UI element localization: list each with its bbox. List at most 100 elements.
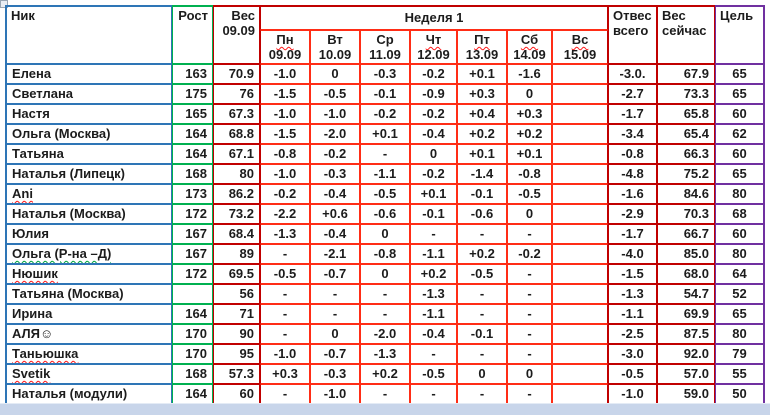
cell-day-2[interactable]: -1.0	[310, 104, 360, 124]
cell-day-6[interactable]: +0.3	[507, 104, 552, 124]
cell-goal[interactable]: 65	[715, 304, 765, 324]
cell-current-weight[interactable]: 68.0	[657, 264, 715, 284]
cell-current-weight[interactable]: 73.3	[657, 84, 715, 104]
cell-height[interactable]: 164	[172, 144, 213, 164]
cell-day-3[interactable]: -	[360, 144, 410, 164]
cell-start-weight[interactable]: 68.4	[213, 224, 260, 244]
cell-current-weight[interactable]: 54.7	[657, 284, 715, 304]
cell-total-loss[interactable]: -1.0	[608, 384, 657, 405]
cell-nick[interactable]: Елена	[5, 64, 172, 84]
cell-total-loss[interactable]: -3.0	[608, 344, 657, 364]
cell-day-5[interactable]: -0.1	[457, 184, 507, 204]
cell-nick[interactable]: Ольга (Москва)	[5, 124, 172, 144]
cell-day-7[interactable]	[552, 144, 608, 164]
cell-day-3[interactable]: -2.0	[360, 324, 410, 344]
cell-current-weight[interactable]: 67.9	[657, 64, 715, 84]
day-header-2[interactable]: Вт 10.09	[310, 30, 360, 64]
cell-day-3[interactable]: 0	[360, 264, 410, 284]
cell-day-4[interactable]: -	[410, 224, 457, 244]
cell-day-2[interactable]: -	[310, 304, 360, 324]
day-header-6[interactable]: Сб 14.09	[507, 30, 552, 64]
cell-day-1[interactable]: -0.2	[260, 184, 310, 204]
cell-day-3[interactable]: 0	[360, 224, 410, 244]
cell-nick[interactable]: Svetik	[5, 364, 172, 384]
cell-day-3[interactable]: -0.6	[360, 204, 410, 224]
cell-day-1[interactable]: -1.0	[260, 164, 310, 184]
cell-day-3[interactable]: +0.1	[360, 124, 410, 144]
cell-current-weight[interactable]: 69.9	[657, 304, 715, 324]
cell-day-4[interactable]: -0.1	[410, 204, 457, 224]
cell-day-6[interactable]: -	[507, 284, 552, 304]
cell-day-1[interactable]: -1.3	[260, 224, 310, 244]
cell-day-3[interactable]: -	[360, 384, 410, 405]
cell-total-loss[interactable]: -2.7	[608, 84, 657, 104]
col-header-total-loss[interactable]: Отвес всего	[608, 5, 657, 64]
cell-total-loss[interactable]: -4.8	[608, 164, 657, 184]
cell-goal[interactable]: 60	[715, 144, 765, 164]
cell-day-6[interactable]: -	[507, 304, 552, 324]
cell-goal[interactable]: 50	[715, 384, 765, 405]
cell-day-2[interactable]: -0.2	[310, 144, 360, 164]
cell-goal[interactable]: 65	[715, 64, 765, 84]
cell-start-weight[interactable]: 67.3	[213, 104, 260, 124]
cell-current-weight[interactable]: 84.6	[657, 184, 715, 204]
cell-goal[interactable]: 79	[715, 344, 765, 364]
col-header-height[interactable]: Рост	[172, 5, 213, 64]
cell-day-5[interactable]: 0	[457, 364, 507, 384]
cell-day-4[interactable]: -0.9	[410, 84, 457, 104]
cell-day-3[interactable]: -	[360, 284, 410, 304]
cell-goal[interactable]: 65	[715, 164, 765, 184]
cell-total-loss[interactable]: -2.5	[608, 324, 657, 344]
cell-day-7[interactable]	[552, 104, 608, 124]
cell-total-loss[interactable]: -0.5	[608, 364, 657, 384]
cell-day-3[interactable]: -0.8	[360, 244, 410, 264]
cell-height[interactable]	[172, 284, 213, 304]
cell-day-6[interactable]: -	[507, 344, 552, 364]
cell-day-5[interactable]: -0.5	[457, 264, 507, 284]
cell-height[interactable]: 164	[172, 384, 213, 405]
cell-nick[interactable]: Ani	[5, 184, 172, 204]
cell-day-6[interactable]: +0.1	[507, 144, 552, 164]
day-header-4[interactable]: Чт 12.09	[410, 30, 457, 64]
cell-day-5[interactable]: +0.4	[457, 104, 507, 124]
cell-day-5[interactable]: -0.6	[457, 204, 507, 224]
cell-day-2[interactable]: -2.1	[310, 244, 360, 264]
cell-day-6[interactable]: 0	[507, 364, 552, 384]
day-header-7[interactable]: Вс 15.09	[552, 30, 608, 64]
cell-nick[interactable]: Юлия	[5, 224, 172, 244]
cell-height[interactable]: 163	[172, 64, 213, 84]
cell-day-1[interactable]: -	[260, 384, 310, 405]
cell-day-5[interactable]: -	[457, 384, 507, 405]
cell-height[interactable]: 164	[172, 124, 213, 144]
cell-start-weight[interactable]: 60	[213, 384, 260, 405]
cell-height[interactable]: 172	[172, 264, 213, 284]
cell-day-7[interactable]	[552, 364, 608, 384]
cell-height[interactable]: 165	[172, 104, 213, 124]
cell-day-4[interactable]: -0.4	[410, 324, 457, 344]
cell-day-7[interactable]	[552, 184, 608, 204]
cell-day-1[interactable]: -1.0	[260, 344, 310, 364]
cell-total-loss[interactable]: -1.6	[608, 184, 657, 204]
cell-total-loss[interactable]: -1.1	[608, 304, 657, 324]
cell-day-7[interactable]	[552, 224, 608, 244]
cell-nick[interactable]: Наталья (Москва)	[5, 204, 172, 224]
cell-goal[interactable]: 62	[715, 124, 765, 144]
cell-day-7[interactable]	[552, 204, 608, 224]
cell-day-2[interactable]: -0.3	[310, 364, 360, 384]
cell-day-3[interactable]: -0.3	[360, 64, 410, 84]
cell-height[interactable]: 168	[172, 164, 213, 184]
cell-day-2[interactable]: -0.4	[310, 224, 360, 244]
cell-day-5[interactable]: +0.1	[457, 144, 507, 164]
cell-start-weight[interactable]: 56	[213, 284, 260, 304]
cell-total-loss[interactable]: -1.7	[608, 224, 657, 244]
cell-day-1[interactable]: -	[260, 284, 310, 304]
cell-day-2[interactable]: +0.6	[310, 204, 360, 224]
cell-day-3[interactable]: -0.1	[360, 84, 410, 104]
cell-day-5[interactable]: +0.2	[457, 244, 507, 264]
cell-goal[interactable]: 55	[715, 364, 765, 384]
cell-day-5[interactable]: -	[457, 224, 507, 244]
cell-day-2[interactable]: -	[310, 284, 360, 304]
cell-start-weight[interactable]: 76	[213, 84, 260, 104]
table-move-handle-icon[interactable]	[0, 0, 8, 8]
cell-day-7[interactable]	[552, 304, 608, 324]
